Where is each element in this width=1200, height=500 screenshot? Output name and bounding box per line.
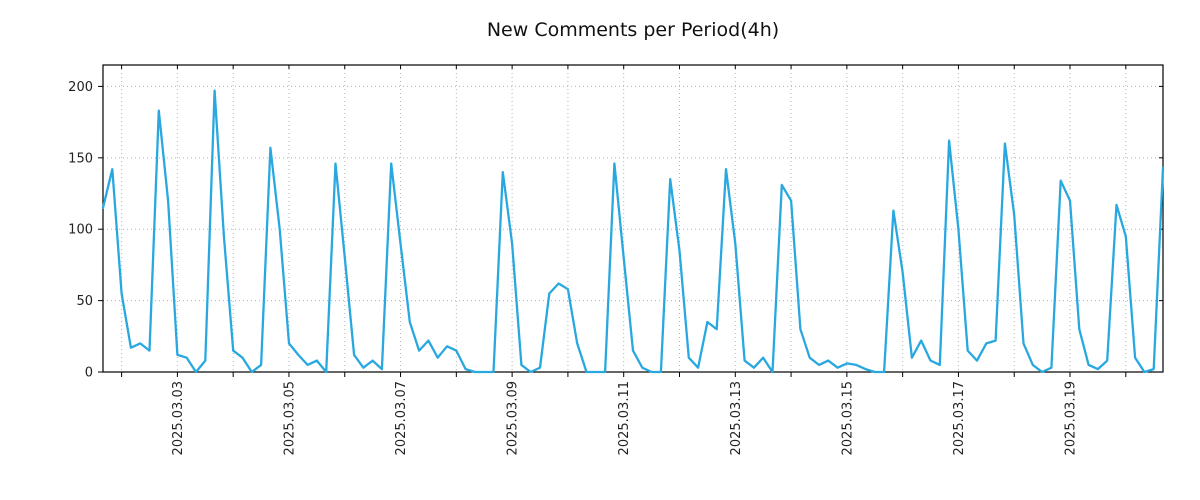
y-tick-label: 0	[85, 366, 93, 381]
x-tick-label: 2025.03.09	[506, 381, 521, 455]
x-tick-label: 2025.03.17	[952, 381, 967, 455]
plot-border	[102, 64, 1164, 373]
x-tick-label: 2025.03.07	[394, 381, 409, 455]
x-tick-label: 2025.03.11	[617, 381, 632, 455]
y-tick-label: 100	[68, 223, 93, 238]
y-tick-label: 150	[68, 151, 93, 166]
x-tick-label: 2025.03.19	[1064, 381, 1079, 455]
y-tick-label: 50	[76, 294, 93, 309]
chart-title: New Comments per Period(4h)	[487, 19, 779, 41]
x-tick-label: 2025.03.03	[171, 381, 186, 455]
x-tick-label: 2025.03.05	[282, 381, 297, 455]
comments-series-line	[101, 89, 1165, 374]
y-tick-label: 200	[68, 80, 93, 95]
x-tick-label: 2025.03.15	[840, 381, 855, 455]
x-tick-label: 2025.03.13	[729, 381, 744, 455]
